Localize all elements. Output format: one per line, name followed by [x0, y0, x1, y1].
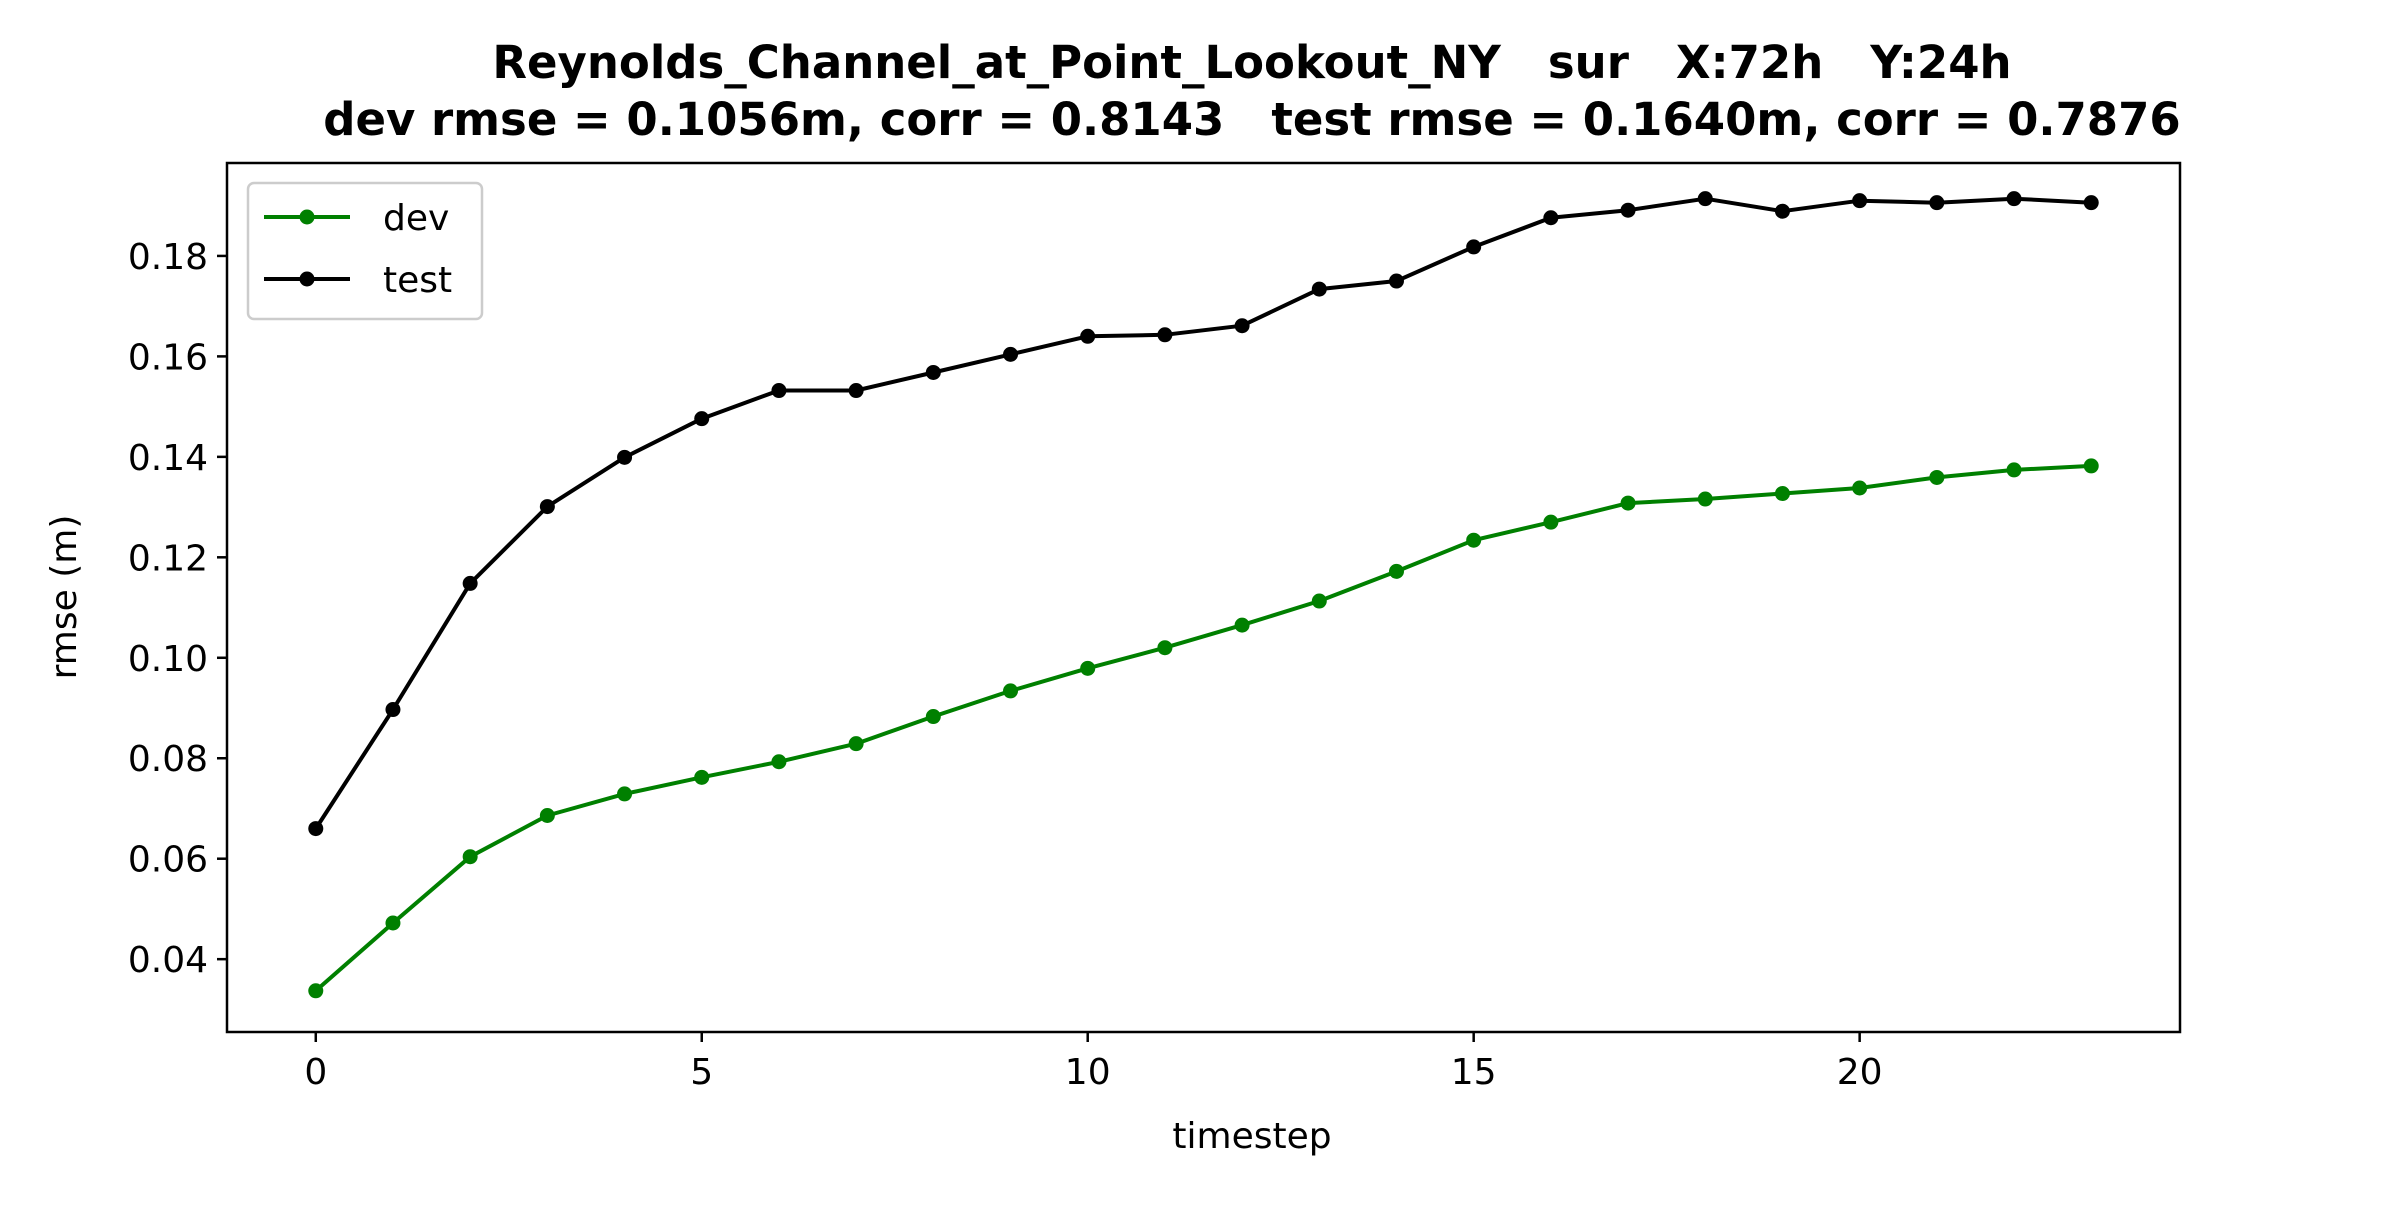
data-point-dev [1466, 532, 1482, 548]
data-point-test [1697, 191, 1713, 207]
chart-title-line1: Reynolds_Channel_at_Point_Lookout_NY sur… [492, 36, 2011, 89]
legend-marker-test [299, 271, 315, 287]
data-point-test [848, 383, 864, 399]
data-point-dev [1311, 593, 1327, 609]
data-point-dev [308, 983, 324, 999]
data-point-test [771, 383, 787, 399]
data-point-dev [2083, 458, 2099, 474]
y-tick-label: 0.10 [128, 639, 208, 680]
data-point-dev [1080, 660, 1096, 676]
y-tick-label: 0.08 [128, 739, 208, 780]
data-point-test [694, 411, 710, 427]
data-point-test [308, 821, 324, 837]
data-point-dev [539, 808, 555, 824]
data-point-dev [1543, 514, 1559, 530]
data-point-dev [1774, 486, 1790, 502]
data-point-test [1466, 239, 1482, 255]
legend-item-test: test [264, 260, 452, 301]
x-tick-label: 20 [1837, 1052, 1883, 1093]
x-tick-label: 5 [690, 1052, 713, 1093]
x-axis-label: timestep [1172, 1116, 1331, 1157]
x-tick-label: 0 [304, 1052, 327, 1093]
data-point-test [1852, 193, 1868, 209]
data-point-test [925, 364, 941, 380]
data-point-test [1157, 327, 1173, 343]
x-axis-ticks: 0 5 10 15 20 [304, 1032, 1883, 1093]
legend-marker-dev [299, 209, 315, 225]
y-tick-label: 0.14 [128, 438, 208, 479]
data-point-dev [1852, 480, 1868, 496]
data-point-dev [617, 786, 633, 802]
x-tick-label: 10 [1065, 1052, 1111, 1093]
legend-label-test: test [383, 260, 452, 301]
data-point-dev [694, 769, 710, 785]
data-point-dev [925, 709, 941, 725]
data-point-dev [462, 849, 478, 865]
data-point-test [539, 499, 555, 515]
data-point-test [1543, 210, 1559, 226]
data-point-test [1388, 273, 1404, 289]
data-point-dev [385, 915, 401, 931]
y-tick-label: 0.04 [128, 940, 208, 981]
y-axis-label: rmse (m) [44, 515, 85, 680]
data-point-test [1620, 202, 1636, 218]
data-point-test [1774, 203, 1790, 219]
data-point-test [1929, 195, 1945, 211]
y-tick-label: 0.16 [128, 337, 208, 378]
legend-label-dev: dev [383, 198, 449, 239]
y-axis-ticks: 0.04 0.06 0.08 0.10 0.12 0.14 0.16 0.18 [128, 237, 227, 981]
plot-area-frame [225, 161, 2182, 1034]
data-point-test [1311, 281, 1327, 297]
data-point-test [1080, 328, 1096, 344]
data-point-dev [1157, 640, 1173, 656]
data-point-dev [1234, 617, 1250, 633]
data-point-test [1003, 346, 1019, 362]
data-point-dev [1929, 469, 1945, 485]
data-point-test [2083, 195, 2099, 211]
legend-item-dev: dev [264, 198, 449, 239]
data-point-dev [848, 736, 864, 752]
y-tick-label: 0.06 [128, 840, 208, 881]
y-tick-label: 0.12 [128, 538, 208, 579]
data-point-test [617, 449, 633, 465]
series-test [308, 191, 2099, 837]
data-point-dev [2006, 462, 2022, 478]
data-point-test [2006, 191, 2022, 207]
data-point-test [462, 575, 478, 591]
data-point-dev [771, 754, 787, 770]
y-tick-label: 0.18 [128, 237, 208, 278]
data-point-dev [1003, 683, 1019, 699]
series-line-test [314, 196, 2092, 830]
legend: dev test [246, 181, 484, 321]
chart-title-line2: dev rmse = 0.1056m, corr = 0.8143 test r… [323, 93, 2181, 146]
x-tick-label: 15 [1451, 1052, 1497, 1093]
data-point-dev [1388, 563, 1404, 579]
series-line-dev [314, 463, 2092, 993]
data-point-dev [1620, 495, 1636, 511]
series-layer [308, 191, 2099, 999]
data-point-test [1234, 318, 1250, 334]
data-point-dev [1697, 491, 1713, 507]
data-point-test [385, 702, 401, 718]
series-dev [308, 458, 2099, 999]
